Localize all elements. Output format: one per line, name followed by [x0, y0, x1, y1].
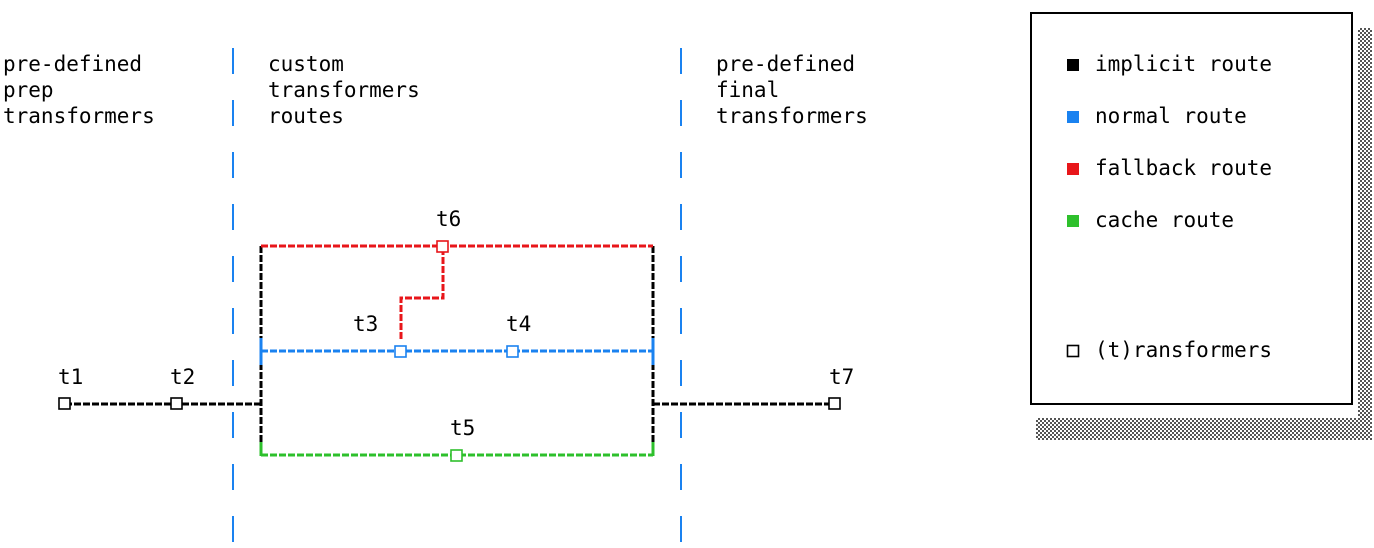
column-prep-line-2: prep	[3, 78, 54, 102]
transformer-t5-box	[450, 449, 463, 462]
fallback-route-branch	[399, 248, 445, 340]
transformer-t3-label: t3	[353, 312, 378, 336]
normal-route	[259, 338, 655, 365]
transformer-t1-box	[58, 397, 71, 410]
legend-swatch-implicit	[1067, 59, 1079, 71]
column-custom-line-1: custom	[268, 52, 344, 76]
transformer-t5: t5	[450, 416, 475, 462]
column-custom-line-3: routes	[268, 104, 344, 128]
column-final-header: pre-defined final transformers	[716, 52, 868, 128]
transformer-t3: t3	[353, 312, 407, 358]
transformer-t3-box	[394, 345, 407, 358]
transformer-t6-label: t6	[436, 207, 461, 231]
legend-item-cache: cache route	[1067, 208, 1234, 232]
transformer-t6: t6	[436, 207, 461, 253]
legend-label-cache: cache route	[1095, 208, 1234, 232]
legend-shadow-right	[1358, 28, 1372, 440]
legend-swatch-fallback	[1067, 163, 1079, 175]
legend: implicit route normal route fallback rou…	[1030, 12, 1372, 440]
legend-label-fallback: fallback route	[1095, 156, 1272, 180]
column-prep-line-3: transformers	[3, 104, 155, 128]
transformer-t5-label: t5	[450, 416, 475, 440]
transformer-t2: t2	[170, 365, 195, 410]
legend-transformer-icon	[1066, 344, 1080, 358]
column-final-line-3: transformers	[716, 104, 868, 128]
column-final-line-2: final	[716, 78, 779, 102]
transformer-t1-label: t1	[58, 365, 83, 389]
transformer-t6-box	[436, 240, 449, 253]
transformer-t4: t4	[506, 312, 531, 358]
transformer-t1: t1	[58, 365, 83, 410]
legend-item-transformer: (t)ransformers	[1066, 338, 1272, 362]
legend-swatch-normal	[1067, 111, 1079, 123]
column-prep-header: pre-defined prep transformers	[3, 52, 155, 128]
column-custom-header: custom transformers routes	[268, 52, 420, 128]
legend-item-implicit: implicit route	[1067, 52, 1272, 76]
transformer-t4-label: t4	[506, 312, 531, 336]
legend-shadow-bottom	[1036, 418, 1372, 440]
transformer-t7: t7	[828, 365, 854, 410]
fallback-route	[261, 244, 653, 340]
transformer-t4-box	[506, 345, 519, 358]
legend-label-implicit: implicit route	[1095, 52, 1272, 76]
legend-swatch-cache	[1067, 215, 1079, 227]
legend-item-fallback: fallback route	[1067, 156, 1272, 180]
transformer-t7-box	[828, 397, 841, 410]
legend-item-normal: normal route	[1067, 104, 1247, 128]
column-final-line-1: pre-defined	[716, 52, 855, 76]
legend-label-normal: normal route	[1095, 104, 1247, 128]
legend-label-transformer: (t)ransformers	[1095, 338, 1272, 362]
column-custom-line-2: transformers	[268, 78, 420, 102]
transformer-t2-label: t2	[170, 365, 195, 389]
legend-box	[1030, 12, 1353, 405]
column-prep-line-1: pre-defined	[3, 52, 142, 76]
transformer-t2-box	[170, 397, 183, 410]
transformer-t7-label: t7	[829, 365, 854, 389]
